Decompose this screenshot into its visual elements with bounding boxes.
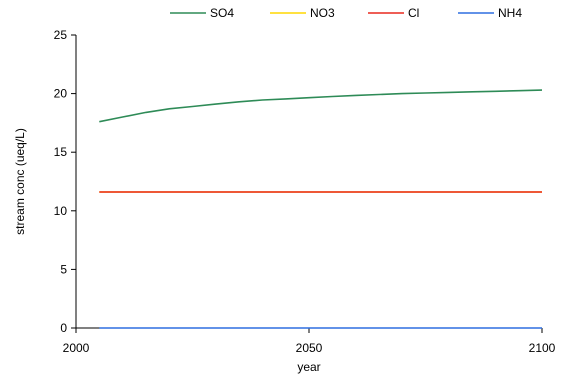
legend-label-cl: Cl	[408, 6, 419, 20]
y-axis-title: stream conc (ueq/L)	[13, 128, 27, 235]
legend-label-no3: NO3	[310, 6, 335, 20]
series-group	[99, 89, 543, 329]
y-tick-label: 15	[54, 145, 68, 159]
y-ticks: 0 5 10 15 20 25	[54, 28, 76, 335]
legend: SO4 NO3 Cl NH4	[170, 6, 522, 20]
x-ticks: 2000 2050 2100	[63, 328, 556, 355]
y-tick-label: 20	[54, 87, 68, 101]
y-tick-label: 10	[54, 204, 68, 218]
legend-label-nh4: NH4	[498, 6, 522, 20]
y-tick-label: 0	[60, 321, 67, 335]
x-axis-title: year	[297, 360, 320, 374]
legend-label-so4: SO4	[210, 6, 234, 20]
series-line-so4	[99, 89, 543, 123]
y-tick-label: 5	[60, 262, 67, 276]
y-tick-label: 25	[54, 28, 68, 42]
x-tick-label: 2050	[296, 341, 323, 355]
x-tick-label: 2100	[529, 341, 556, 355]
axes	[75, 35, 542, 329]
x-tick-label: 2000	[63, 341, 90, 355]
